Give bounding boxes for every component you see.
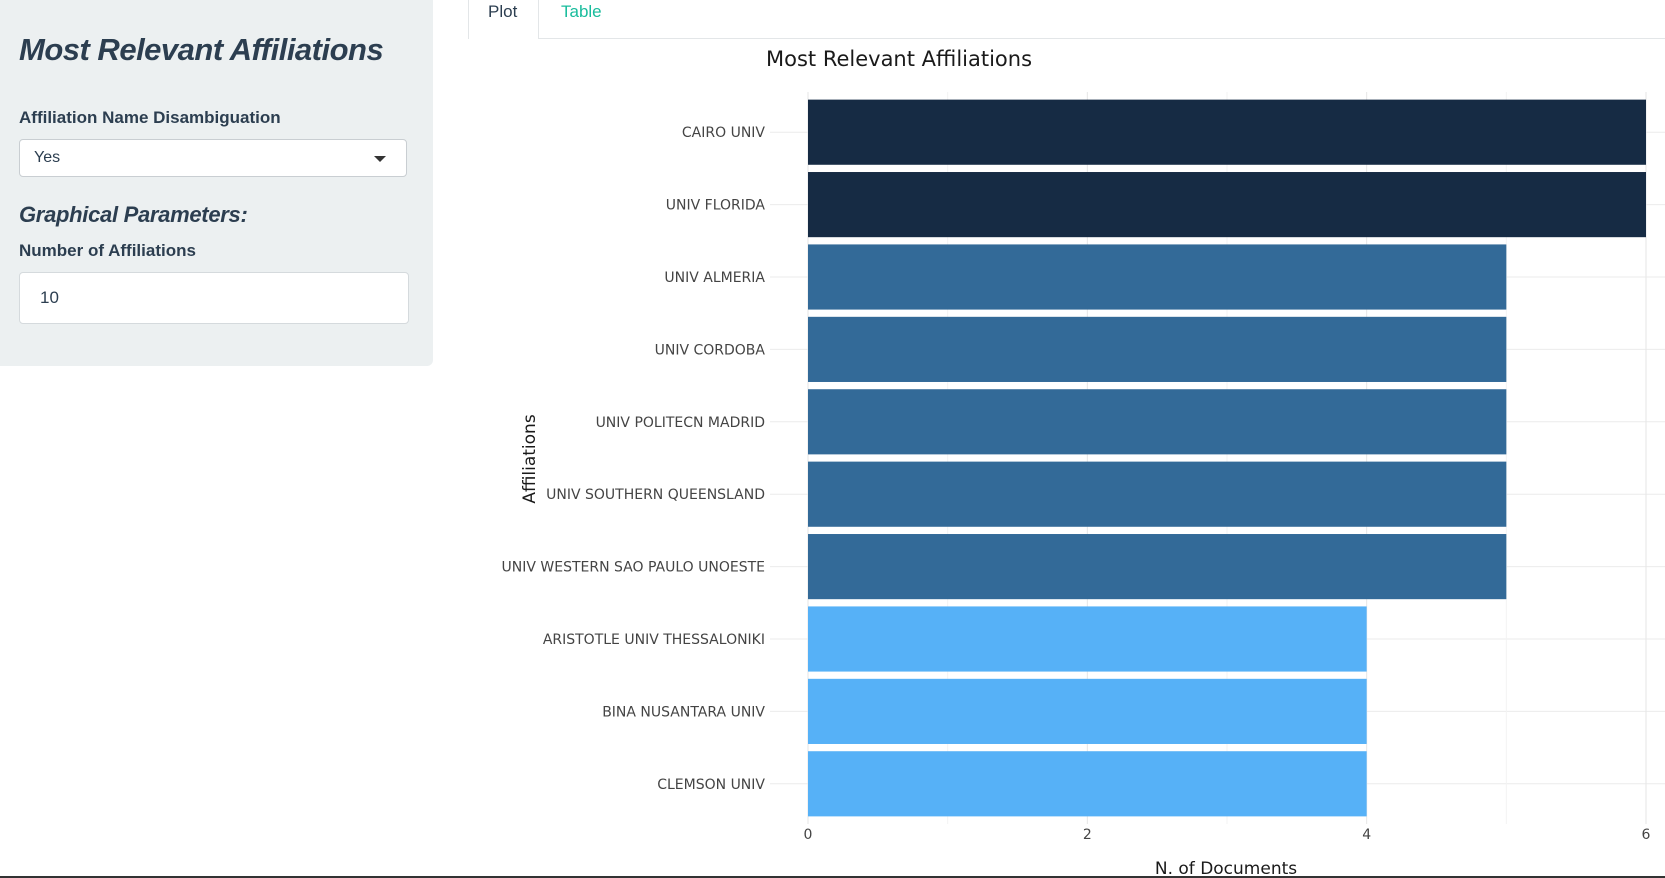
chart-title: Most Relevant Affiliations	[766, 47, 1032, 71]
bar	[808, 244, 1507, 310]
y-axis-label: Affiliations	[520, 414, 540, 503]
sidebar-title: Most Relevant Affiliations	[19, 32, 384, 67]
category-label: UNIV ALMERIA	[664, 270, 765, 286]
number-of-affiliations-label: Number of Affiliations	[19, 241, 196, 260]
x-tick-label: 4	[1362, 827, 1371, 843]
category-label: UNIV SOUTHERN QUEENSLAND	[546, 487, 765, 503]
x-tick-label: 6	[1642, 827, 1651, 843]
x-axis-label: N. of Documents	[1155, 859, 1297, 878]
bar	[808, 678, 1367, 744]
category-label: CLEMSON UNIV	[657, 777, 765, 793]
bottom-divider	[0, 876, 1665, 878]
disambiguation-label: Affiliation Name Disambiguation	[19, 108, 281, 127]
bar	[808, 534, 1507, 600]
x-tick-label: 0	[804, 827, 813, 843]
bar	[808, 172, 1646, 238]
bar	[808, 316, 1507, 382]
bar	[808, 99, 1646, 165]
category-label: ARISTOTLE UNIV THESSALONIKI	[543, 632, 765, 648]
sidebar-panel: Most Relevant Affiliations Affiliation N…	[0, 0, 433, 366]
x-tick-label: 2	[1083, 827, 1092, 843]
disambiguation-selected-value: Yes	[34, 149, 61, 166]
number-of-affiliations-input[interactable]: 10	[19, 272, 409, 324]
category-label: UNIV POLITECN MADRID	[596, 415, 765, 431]
bar	[808, 606, 1367, 672]
graphical-parameters-heading: Graphical Parameters:	[19, 202, 248, 227]
category-label: UNIV FLORIDA	[666, 198, 766, 214]
disambiguation-select[interactable]: Yes	[19, 139, 407, 177]
chevron-down-icon	[374, 156, 386, 162]
tab-table[interactable]: Table	[561, 2, 602, 21]
tab-plot[interactable]: Plot	[468, 0, 539, 39]
category-label: BINA NUSANTARA UNIV	[602, 704, 765, 720]
category-label: UNIV CORDOBA	[655, 342, 766, 358]
bar	[808, 389, 1507, 455]
bar	[808, 461, 1507, 527]
category-label: UNIV WESTERN SAO PAULO UNOESTE	[502, 560, 765, 576]
tab-bar: Plot Table	[468, 0, 1665, 39]
bar	[808, 751, 1367, 817]
category-label: CAIRO UNIV	[682, 125, 766, 141]
